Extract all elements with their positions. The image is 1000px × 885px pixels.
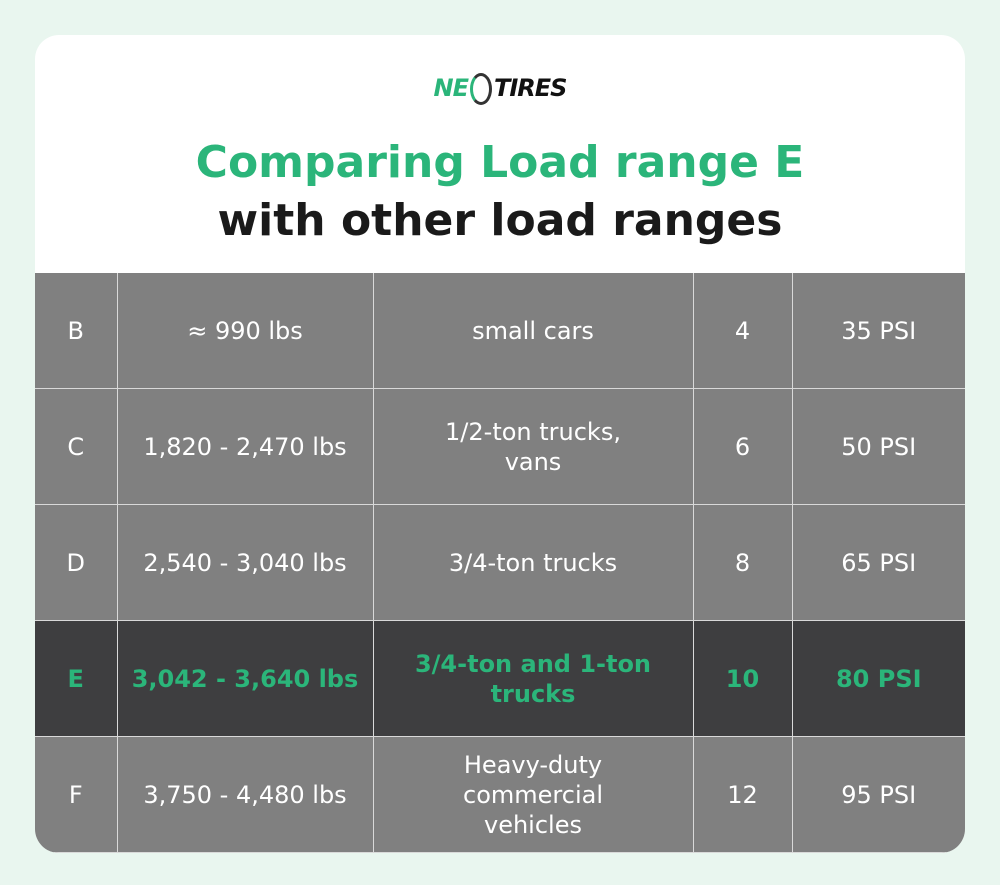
cell-range: F bbox=[35, 736, 118, 853]
cell-psi: 35 PSI bbox=[791, 273, 965, 389]
cell-range: D bbox=[35, 504, 118, 621]
cell-load: 1,820 - 2,470 lbs bbox=[116, 388, 374, 505]
cell-psi: 95 PSI bbox=[791, 736, 965, 853]
cell-use: small cars bbox=[372, 273, 694, 389]
cell-psi: 80 PSI bbox=[791, 620, 965, 737]
cell-ply: 4 bbox=[692, 273, 793, 389]
cell-ply: 12 bbox=[692, 736, 793, 853]
table-row: E 3,042 - 3,640 lbs 3/4-ton and 1-ton truc… bbox=[35, 620, 965, 737]
cell-load: ≈ 990 lbs bbox=[116, 273, 374, 389]
cell-ply: 10 bbox=[692, 620, 793, 737]
tire-icon bbox=[470, 73, 492, 105]
cell-use: 1/2-ton trucks, vans bbox=[372, 388, 694, 505]
cell-load: 2,540 - 3,040 lbs bbox=[116, 504, 374, 621]
cell-range: E bbox=[35, 620, 118, 737]
cell-psi: 50 PSI bbox=[791, 388, 965, 505]
cell-load: 3,042 - 3,640 lbs bbox=[116, 620, 374, 737]
cell-use: 3/4-ton trucks bbox=[372, 504, 694, 621]
table-row: C 1,820 - 2,470 lbs 1/2-ton trucks, vans 6 5… bbox=[35, 388, 965, 505]
cell-use: 3/4-ton and 1-ton trucks bbox=[372, 620, 694, 737]
title-line-2: with other load ranges bbox=[217, 195, 783, 246]
table-row: D 2,540 - 3,040 lbs 3/4-ton trucks 8 65 PSI bbox=[35, 504, 965, 621]
cell-use: Heavy-duty commercial vehicles bbox=[372, 736, 694, 853]
cell-ply: 6 bbox=[692, 388, 793, 505]
table-row: F 3,750 - 4,480 lbs Heavy-duty commercial … bbox=[35, 736, 965, 853]
cell-ply: 8 bbox=[692, 504, 793, 621]
logo-text-tires: TIRES bbox=[494, 74, 567, 102]
neotires-logo: NE TIRES bbox=[35, 73, 965, 105]
cell-psi: 65 PSI bbox=[791, 504, 965, 621]
title-line-1: Comparing Load range E bbox=[195, 137, 805, 188]
cell-range: B bbox=[35, 273, 118, 389]
logo-text-ne: NE bbox=[433, 74, 469, 102]
table-row: B ≈ 990 lbs small cars 4 35 PSI bbox=[35, 273, 965, 389]
load-range-table: B ≈ 990 lbs small cars 4 35 PSI C 1,820 - 2,47… bbox=[35, 273, 965, 853]
infographic-card: NE TIRES Comparing Load range E with othe… bbox=[35, 35, 965, 853]
cell-load: 3,750 - 4,480 lbs bbox=[116, 736, 374, 853]
cell-range: C bbox=[35, 388, 118, 505]
